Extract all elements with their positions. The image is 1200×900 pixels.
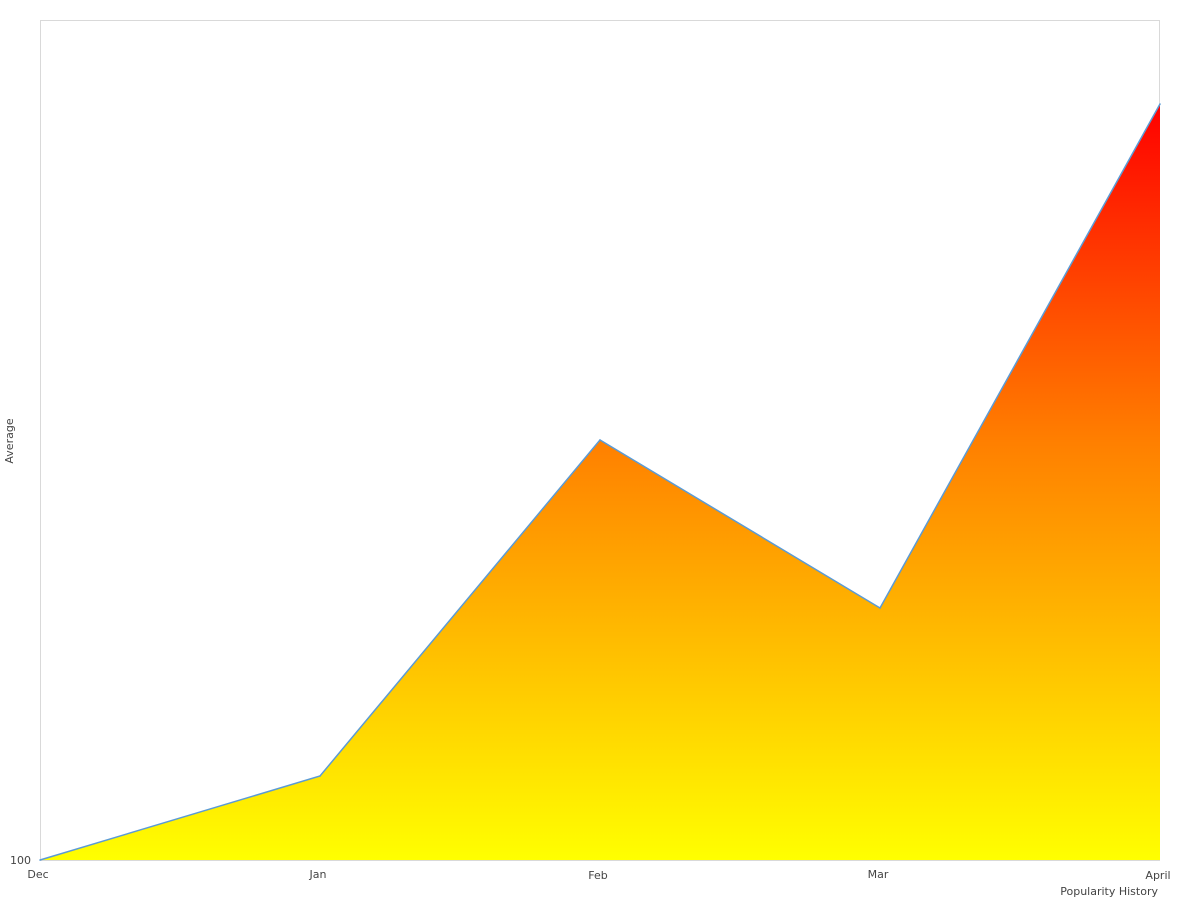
data-point (39, 859, 41, 861)
data-point (1159, 103, 1161, 105)
data-point (319, 775, 321, 777)
y-tick-label: 100 (10, 854, 31, 867)
x-tick-label: Dec (27, 868, 48, 881)
data-point (599, 439, 601, 441)
x-tick-label: Jan (309, 868, 327, 881)
y-axis-label: Average (3, 418, 16, 463)
x-tick-label: Mar (868, 868, 889, 881)
x-axis-label: Popularity History (1060, 885, 1158, 898)
x-tick-label: April (1145, 869, 1170, 882)
x-tick-label: Feb (588, 869, 607, 882)
data-point (879, 607, 881, 609)
area-fill (40, 104, 1160, 860)
